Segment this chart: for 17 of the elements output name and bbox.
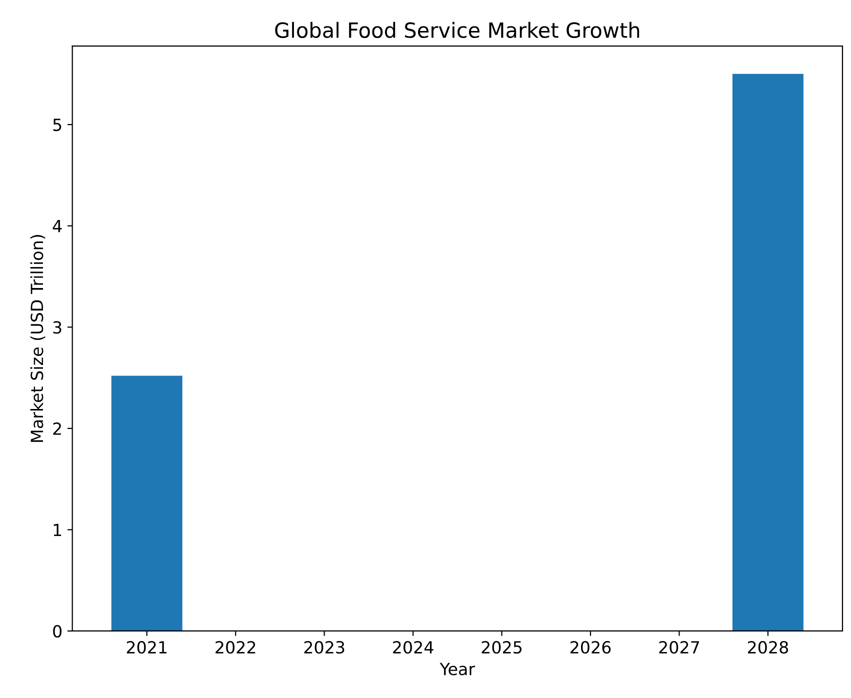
- x-tick-label: 2022: [216, 641, 256, 654]
- y-tick-label: 1: [54, 524, 62, 536]
- y-tick-label: 3: [53, 321, 62, 334]
- x-tick-label: 2026: [570, 641, 611, 654]
- y-tick-label: 2: [53, 422, 61, 435]
- x-tick-label: 2027: [659, 641, 700, 654]
- x-tick-label: 2021: [126, 641, 167, 654]
- y-tick-label: 5: [53, 118, 62, 132]
- y-tick-label: 4: [52, 220, 62, 232]
- chart-title: Global Food Service Market Growth: [275, 22, 640, 38]
- x-tick-label: 2025: [482, 641, 522, 654]
- x-axis-title: Year: [440, 662, 476, 676]
- y-tick-label: 0: [53, 624, 62, 638]
- x-tick-label: 2023: [304, 641, 344, 654]
- x-tick-label: 2024: [393, 641, 434, 654]
- x-tick-label: 2028: [748, 641, 788, 654]
- y-axis-title: Market Size (USD Trillion): [30, 235, 46, 442]
